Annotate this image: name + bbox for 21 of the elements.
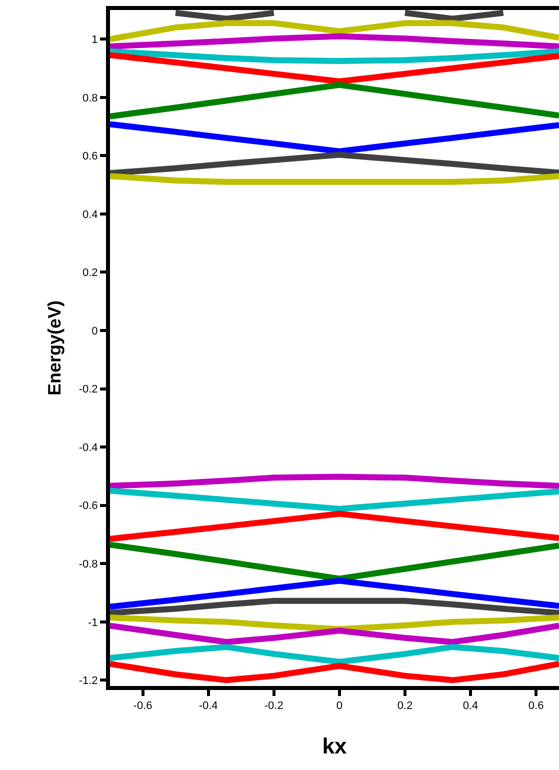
y-tick-label: 0.6 <box>82 150 98 163</box>
y-tick-label: -1.2 <box>78 675 98 688</box>
y-tick-label: -0.2 <box>78 384 98 396</box>
x-tick-label: -0.6 <box>133 700 152 712</box>
x-axis-title: kx <box>322 734 348 759</box>
x-tick-label: -0.2 <box>264 700 284 712</box>
x-tick-label: 0 <box>336 700 342 712</box>
y-tick-label: 0.4 <box>82 208 98 221</box>
y-tick-label: 0 <box>92 325 98 338</box>
x-tick-label: 0.4 <box>462 700 478 712</box>
y-axis-title: Energy(eV) <box>44 300 65 396</box>
y-tick-label: 0.2 <box>82 267 98 280</box>
y-tick-label: -0.8 <box>78 558 98 570</box>
y-tick-label: -0.6 <box>78 500 98 512</box>
x-tick-label: 0.6 <box>528 700 544 712</box>
x-tick-label: 0.2 <box>397 700 413 712</box>
y-tick-label: -1 <box>88 616 98 629</box>
y-tick-label: 1 <box>92 34 98 46</box>
y-tick-label: 0.8 <box>82 92 98 104</box>
x-tick-label: -0.4 <box>198 700 218 712</box>
y-tick-label: -0.4 <box>78 442 98 454</box>
